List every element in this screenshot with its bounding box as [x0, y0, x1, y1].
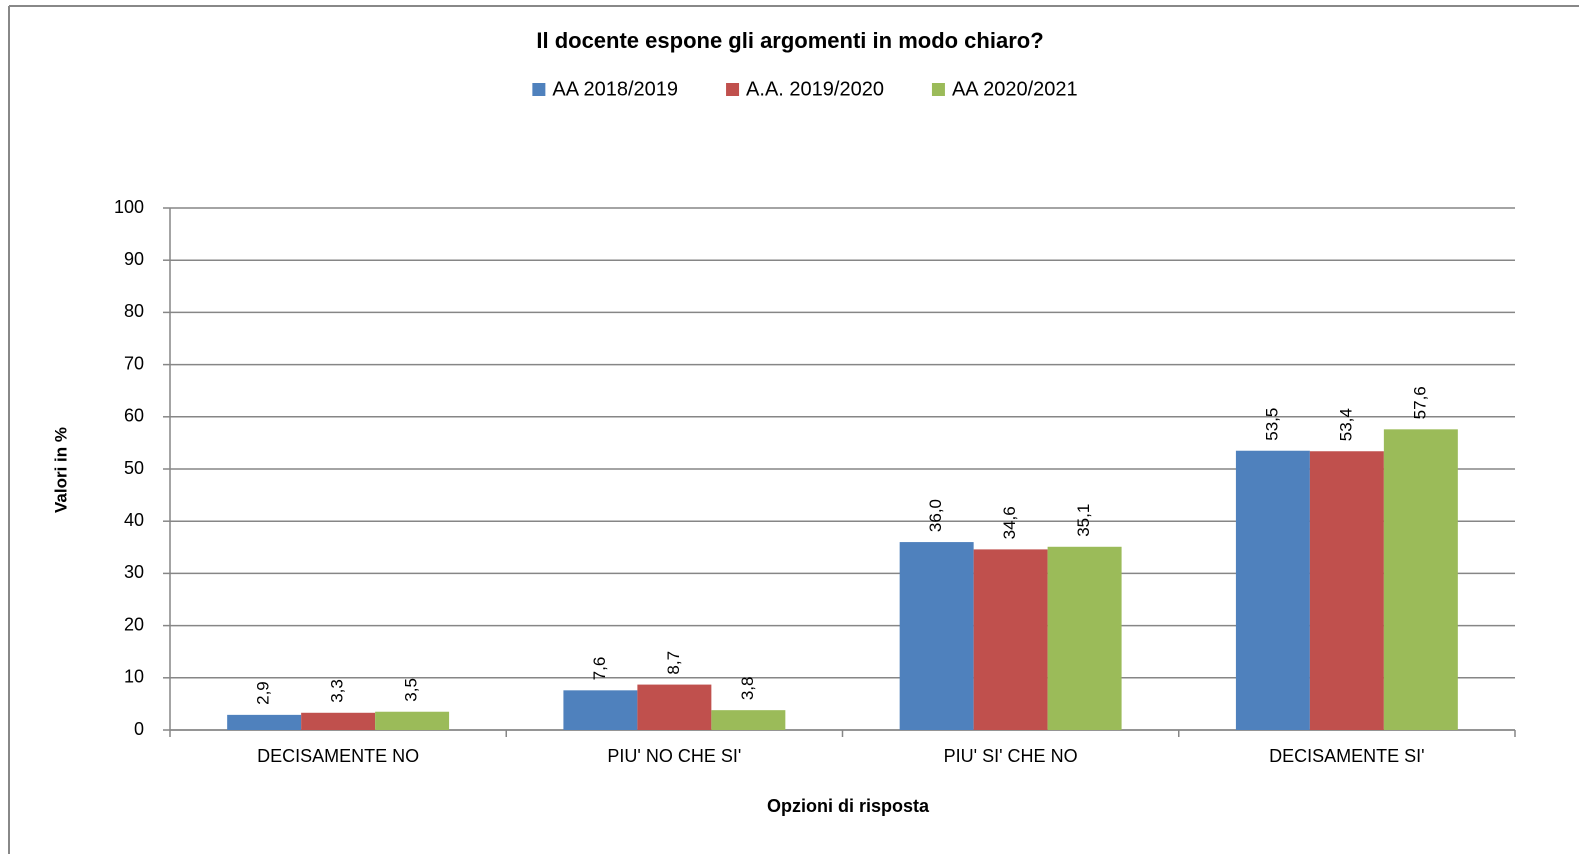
legend-label: A.A. 2019/2020	[746, 78, 884, 100]
x-tick-label: DECISAMENTE SI'	[1269, 746, 1424, 766]
x-tick-label: PIU' SI' CHE NO	[944, 746, 1078, 766]
x-tick-label: PIU' NO CHE SI'	[607, 746, 741, 766]
x-tick-label: DECISAMENTE NO	[257, 746, 419, 766]
y-tick-label: 60	[124, 406, 144, 426]
data-label: 36,0	[926, 499, 945, 532]
chart-title: Il docente espone gli argomenti in modo …	[536, 28, 1043, 53]
legend-swatch	[532, 83, 546, 96]
legend-label: AA 2018/2019	[552, 78, 678, 100]
data-label: 53,4	[1336, 408, 1355, 441]
legend-label: AA 2020/2021	[952, 78, 1078, 100]
data-label: 57,6	[1410, 386, 1429, 419]
y-tick-label: 70	[124, 353, 144, 373]
bar	[637, 684, 712, 730]
y-axis-title: Valori in %	[51, 427, 70, 513]
bar	[1047, 546, 1122, 730]
y-tick-label: 80	[124, 301, 144, 321]
data-label: 35,1	[1074, 504, 1093, 537]
data-label: 3,8	[738, 677, 757, 701]
y-tick-label: 90	[124, 249, 144, 269]
legend-swatch	[726, 83, 740, 96]
y-tick-label: 50	[124, 458, 144, 478]
data-label: 53,5	[1262, 408, 1281, 441]
bar	[227, 714, 302, 730]
legend-swatch	[931, 83, 945, 96]
bar	[973, 549, 1048, 730]
bar	[1309, 451, 1384, 730]
data-label: 2,9	[254, 681, 273, 705]
bar	[375, 711, 450, 730]
data-label: 8,7	[664, 651, 683, 675]
data-label: 34,6	[1000, 506, 1019, 539]
y-tick-label: 30	[124, 562, 144, 582]
y-tick-label: 10	[124, 667, 144, 687]
bar	[899, 542, 974, 730]
bar	[1383, 429, 1458, 730]
bar	[301, 712, 376, 730]
y-tick-label: 100	[114, 197, 144, 217]
bar	[1235, 450, 1310, 730]
y-tick-label: 40	[124, 510, 144, 530]
y-tick-label: 0	[134, 719, 144, 739]
bar	[711, 710, 786, 730]
data-label: 3,5	[402, 678, 421, 702]
x-axis-title: Opzioni di risposta	[767, 796, 930, 816]
bar	[563, 690, 638, 730]
data-label: 7,6	[590, 657, 609, 681]
y-tick-label: 20	[124, 614, 144, 634]
data-label: 3,3	[328, 679, 347, 703]
